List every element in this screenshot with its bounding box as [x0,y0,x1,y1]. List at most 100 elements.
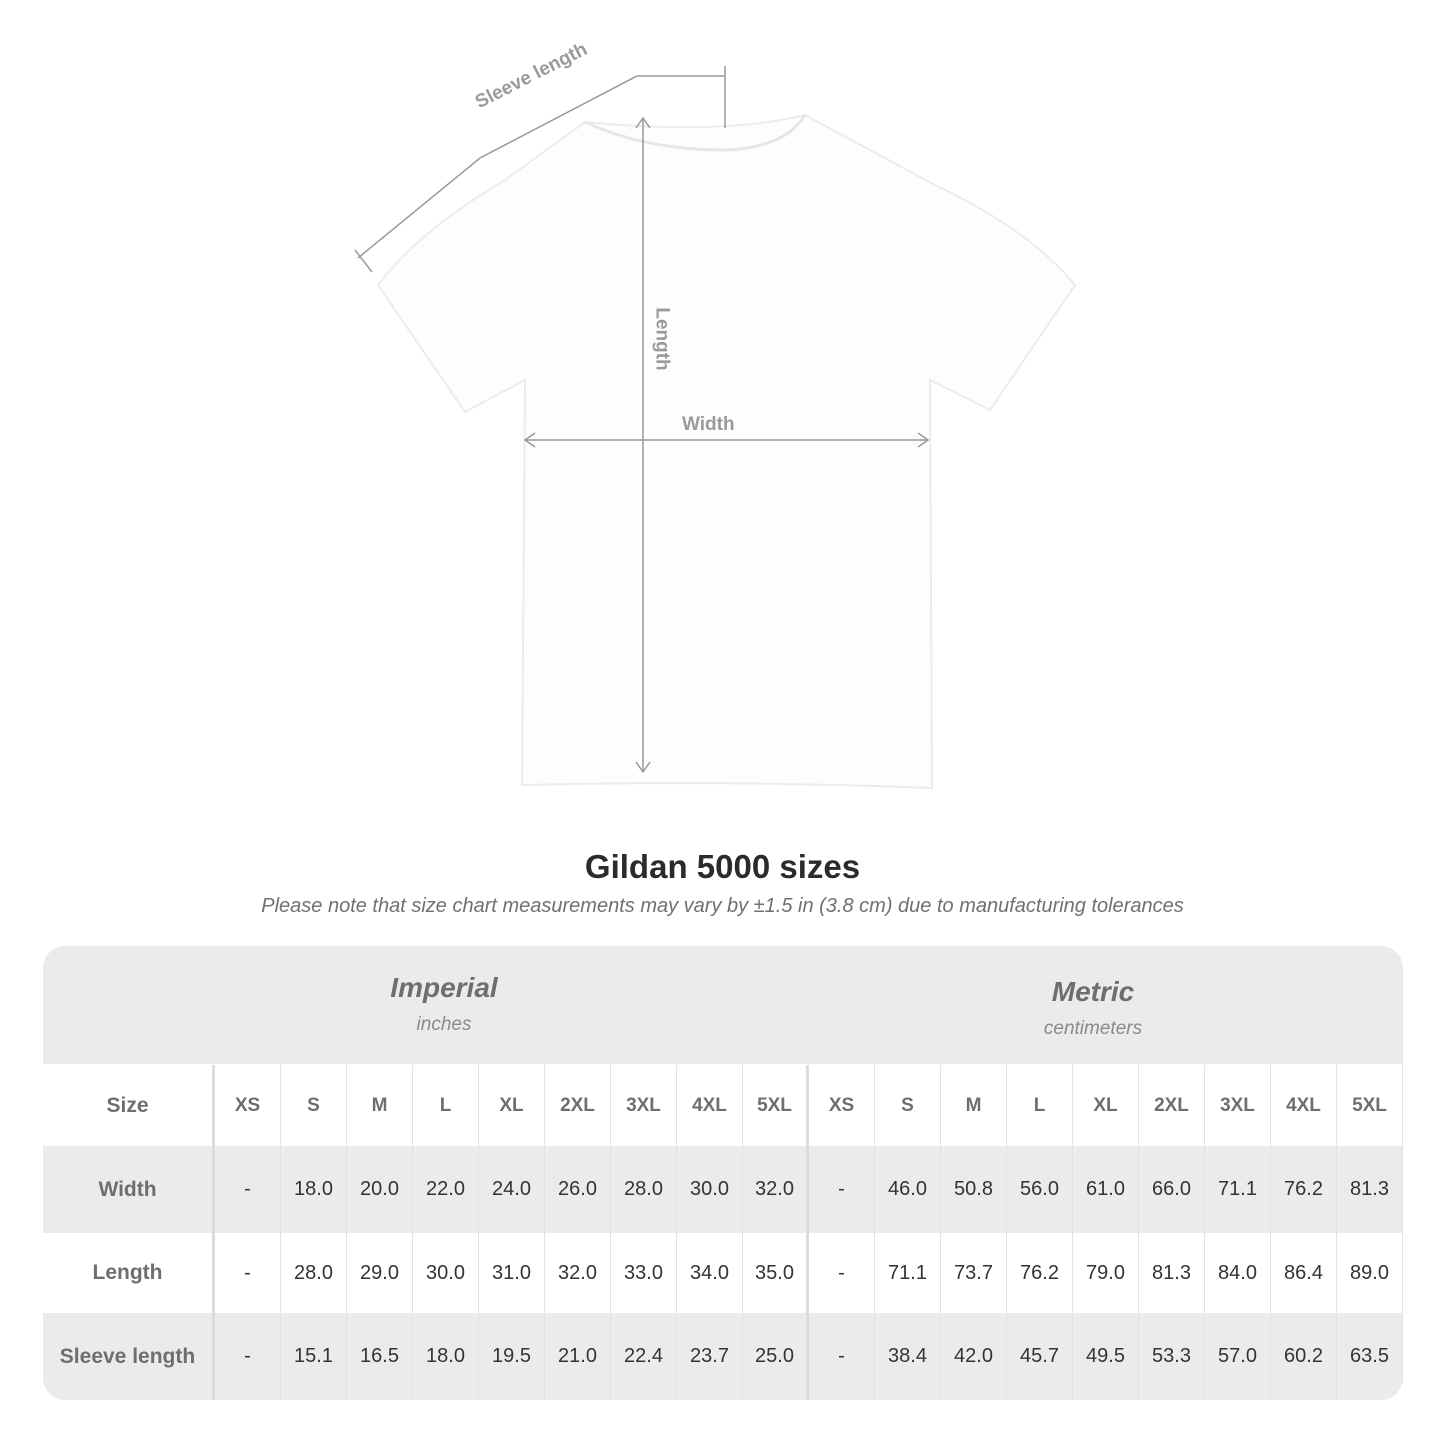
imperial-unit: inches [416,1014,472,1035]
imperial-cell: L [413,1065,479,1146]
imperial-cell: S [281,1065,347,1146]
page-title: Gildan 5000 sizes [584,848,861,885]
imperial-cell: 34.0 [677,1233,743,1313]
imperial-title: Imperial [390,972,498,1003]
tshirt-diagram [354,66,1077,790]
imperial-cell: 23.7 [677,1313,743,1400]
metric-cell: 50.8 [941,1146,1007,1233]
tshirt-image [376,113,1077,790]
metric-title: Metric [1051,976,1135,1007]
imperial-cell: 5XL [743,1065,809,1146]
row-label: Size [43,1065,215,1146]
metric-cell: 60.2 [1271,1313,1337,1400]
metric-cell: XL [1073,1065,1139,1146]
imperial-cell: 35.0 [743,1233,809,1313]
imperial-cell: 32.0 [743,1146,809,1233]
metric-cell: 53.3 [1139,1313,1205,1400]
imperial-header: Imperial inches [244,972,644,1036]
imperial-cell: 18.0 [413,1313,479,1400]
metric-cell: S [875,1065,941,1146]
imperial-cell: 2XL [545,1065,611,1146]
table-row: Length -28.0 29.0 30.0 31.0 32.0 33.0 34.0 35.0-… [43,1233,1403,1313]
metric-cell: 76.2 [1007,1233,1073,1313]
row-label: Width [43,1146,215,1233]
metric-cell: 89.0 [1337,1233,1403,1313]
imperial-cell: - [215,1146,281,1233]
metric-cell: 38.4 [875,1313,941,1400]
table-header: Imperial inches Metric centimeters [43,946,1403,1064]
imperial-cell: 20.0 [347,1146,413,1233]
length-label: Length [651,307,673,371]
imperial-cell: 28.0 [611,1146,677,1233]
imperial-cell: 26.0 [545,1146,611,1233]
imperial-cell: 21.0 [545,1313,611,1400]
metric-cell: 45.7 [1007,1313,1073,1400]
neckline [584,114,807,152]
metric-header: Metric centimeters [893,976,1293,1040]
measure-lines [354,66,930,774]
table-row: Width -18.0 20.0 22.0 24.0 26.0 28.0 30.0 32.0-4… [43,1146,1403,1233]
sleeve-measure-line [354,66,726,273]
imperial-cell: 28.0 [281,1233,347,1313]
size-table: Imperial inches Metric centimeters Size XS S… [43,946,1403,1400]
imperial-cell: 22.4 [611,1313,677,1400]
imperial-cell: 33.0 [611,1233,677,1313]
metric-cell: 4XL [1271,1065,1337,1146]
metric-cell: 42.0 [941,1313,1007,1400]
imperial-cell: 32.0 [545,1233,611,1313]
imperial-cell: 18.0 [281,1146,347,1233]
imperial-cell: 4XL [677,1065,743,1146]
table-row: Sleeve length -15.1 16.5 18.0 19.5 21.0 22.4 23… [43,1313,1403,1400]
imperial-cell: 15.1 [281,1313,347,1400]
imperial-cell: - [215,1233,281,1313]
imperial-cell: XS [215,1065,281,1146]
metric-cell: 84.0 [1205,1233,1271,1313]
row-label: Length [43,1233,215,1313]
metric-unit: centimeters [1043,1018,1143,1039]
imperial-cell: M [347,1065,413,1146]
metric-cell: 73.7 [941,1233,1007,1313]
metric-cell: 86.4 [1271,1233,1337,1313]
metric-cell: 71.1 [1205,1146,1271,1233]
metric-cell: 61.0 [1073,1146,1139,1233]
metric-cell: 56.0 [1007,1146,1073,1233]
metric-cell: 5XL [1337,1065,1403,1146]
imperial-cell: 3XL [611,1065,677,1146]
metric-cell: M [941,1065,1007,1146]
length-measure-line [635,116,651,774]
metric-cell: 81.3 [1139,1233,1205,1313]
row-label: Sleeve length [43,1313,215,1400]
imperial-cell: 19.5 [479,1313,545,1400]
imperial-cell: 31.0 [479,1233,545,1313]
metric-cell: 3XL [1205,1065,1271,1146]
metric-cell: L [1007,1065,1073,1146]
imperial-cell: 30.0 [413,1233,479,1313]
imperial-cell: XL [479,1065,545,1146]
tolerance-note: Please note that size chart measurements… [261,895,1184,917]
imperial-cell: 16.5 [347,1313,413,1400]
imperial-cell: - [215,1313,281,1400]
metric-cell: 66.0 [1139,1146,1205,1233]
metric-cell: - [809,1233,875,1313]
metric-cell: 63.5 [1337,1313,1403,1400]
metric-cell: 49.5 [1073,1313,1139,1400]
metric-cell: 71.1 [875,1233,941,1313]
imperial-cell: 30.0 [677,1146,743,1233]
width-label: Width [682,414,735,435]
size-header-row: Size XS S M L XL 2XL 3XL 4XL 5XL XS S M L XL 2XL 3XL 4XL 5… [43,1065,1403,1146]
metric-cell: 79.0 [1073,1233,1139,1313]
metric-cell: XS [809,1065,875,1146]
metric-cell: 46.0 [875,1146,941,1233]
metric-cell: - [809,1146,875,1233]
metric-cell: 57.0 [1205,1313,1271,1400]
imperial-cell: 25.0 [743,1313,809,1400]
imperial-cell: 29.0 [347,1233,413,1313]
width-measure-line [523,432,930,448]
metric-cell: 2XL [1139,1065,1205,1146]
imperial-cell: 22.0 [413,1146,479,1233]
imperial-cell: 24.0 [479,1146,545,1233]
metric-cell: - [809,1313,875,1400]
metric-cell: 76.2 [1271,1146,1337,1233]
metric-cell: 81.3 [1337,1146,1403,1233]
